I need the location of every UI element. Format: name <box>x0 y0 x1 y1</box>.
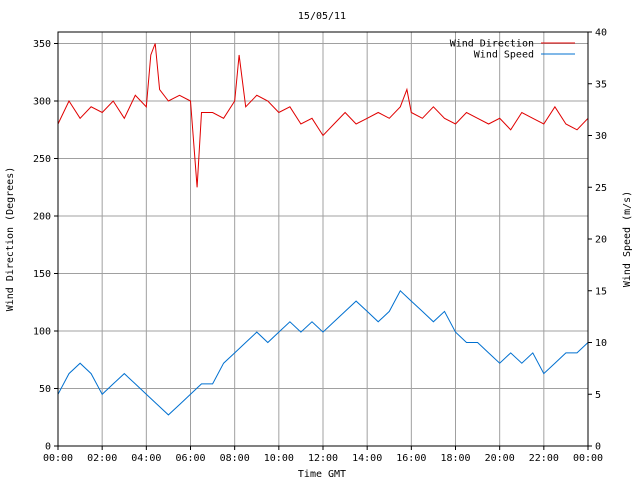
y-axis-right: 0 5 10 15 20 25 30 35 40 <box>588 28 607 453</box>
y-right-tick-label: 20 <box>595 235 607 246</box>
series-line-wind-direction <box>57 43 589 188</box>
y-right-tick-label: 30 <box>595 131 607 142</box>
x-tick-label: 10:00 <box>264 453 294 464</box>
x-tick-label: 06:00 <box>175 453 205 464</box>
x-tick-label: 00:00 <box>573 453 603 464</box>
x-axis-label: Time GMT <box>298 469 346 480</box>
y-axis-left: 0 50 100 150 200 250 300 350 <box>33 39 58 453</box>
x-axis: 00:00 02:00 04:00 06:00 08:00 10:00 12:00 14:00… <box>43 446 603 464</box>
legend-label: Wind Direction <box>450 39 534 50</box>
legend-label: Wind Speed <box>474 50 534 61</box>
y-right-tick-label: 0 <box>595 442 601 453</box>
x-tick-label: 04:00 <box>131 453 161 464</box>
x-tick-label: 22:00 <box>529 453 559 464</box>
y-left-tick-label: 150 <box>33 269 51 280</box>
y-right-tick-label: 5 <box>595 390 601 401</box>
y-right-tick-label: 25 <box>595 183 607 194</box>
y-axis-left-label: Wind Direction (Degrees) <box>5 167 16 312</box>
series-layer <box>57 43 589 416</box>
grid <box>58 32 588 446</box>
x-tick-label: 12:00 <box>308 453 338 464</box>
y-left-tick-label: 50 <box>39 384 51 395</box>
x-tick-label: 16:00 <box>396 453 426 464</box>
chart-title: 15/05/11 <box>298 11 346 22</box>
y-left-tick-label: 100 <box>33 327 51 338</box>
y-left-tick-label: 300 <box>33 97 51 108</box>
y-left-tick-label: 200 <box>33 212 51 223</box>
series-line-wind-speed <box>57 289 589 416</box>
x-tick-label: 20:00 <box>485 453 515 464</box>
y-right-tick-label: 10 <box>595 338 607 349</box>
x-tick-label: 08:00 <box>220 453 250 464</box>
y-left-tick-label: 250 <box>33 154 51 165</box>
y-right-tick-label: 40 <box>595 28 607 39</box>
y-axis-right-label: Wind Speed (m/s) <box>622 191 633 287</box>
y-left-tick-label: 0 <box>45 442 51 453</box>
x-tick-label: 00:00 <box>43 453 73 464</box>
x-tick-label: 14:00 <box>352 453 382 464</box>
y-left-tick-label: 350 <box>33 39 51 50</box>
y-right-tick-label: 35 <box>595 79 607 90</box>
x-tick-label: 02:00 <box>87 453 117 464</box>
y-right-tick-label: 15 <box>595 286 607 297</box>
x-tick-label: 18:00 <box>440 453 470 464</box>
